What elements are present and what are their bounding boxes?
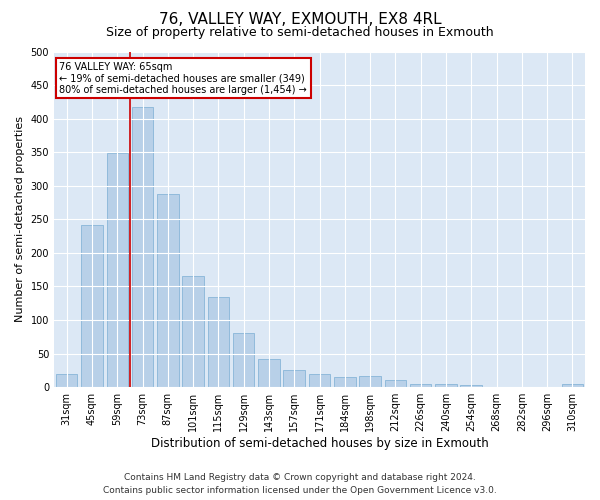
Bar bbox=[511, 386, 533, 387]
Bar bbox=[334, 377, 356, 387]
Bar bbox=[410, 384, 431, 387]
Bar bbox=[385, 380, 406, 387]
Bar bbox=[283, 370, 305, 387]
X-axis label: Distribution of semi-detached houses by size in Exmouth: Distribution of semi-detached houses by … bbox=[151, 437, 488, 450]
Bar bbox=[309, 374, 330, 387]
Bar bbox=[157, 194, 179, 387]
Y-axis label: Number of semi-detached properties: Number of semi-detached properties bbox=[15, 116, 25, 322]
Text: Contains HM Land Registry data © Crown copyright and database right 2024.
Contai: Contains HM Land Registry data © Crown c… bbox=[103, 474, 497, 495]
Bar bbox=[56, 374, 77, 387]
Text: 76, VALLEY WAY, EXMOUTH, EX8 4RL: 76, VALLEY WAY, EXMOUTH, EX8 4RL bbox=[158, 12, 442, 28]
Bar bbox=[359, 376, 381, 387]
Bar bbox=[435, 384, 457, 387]
Bar bbox=[562, 384, 583, 387]
Bar bbox=[460, 385, 482, 387]
Text: 76 VALLEY WAY: 65sqm
← 19% of semi-detached houses are smaller (349)
80% of semi: 76 VALLEY WAY: 65sqm ← 19% of semi-detac… bbox=[59, 62, 307, 95]
Bar bbox=[132, 106, 153, 387]
Text: Size of property relative to semi-detached houses in Exmouth: Size of property relative to semi-detach… bbox=[106, 26, 494, 39]
Bar bbox=[258, 359, 280, 387]
Bar bbox=[107, 153, 128, 387]
Bar bbox=[81, 224, 103, 387]
Bar bbox=[486, 386, 507, 387]
Bar bbox=[208, 296, 229, 387]
Bar bbox=[233, 333, 254, 387]
Bar bbox=[182, 276, 204, 387]
